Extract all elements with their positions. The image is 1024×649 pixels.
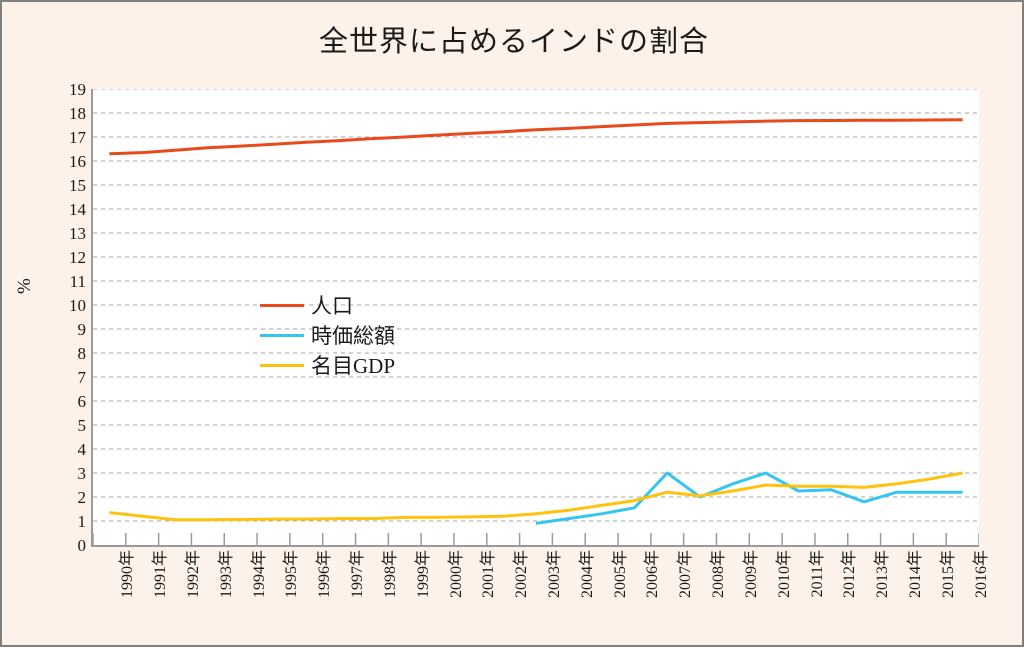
x-tick-label: 1995年 bbox=[283, 550, 301, 599]
x-tick-label: 2009年 bbox=[742, 550, 760, 599]
series-line bbox=[109, 118, 963, 156]
y-tick-label: 10 bbox=[69, 296, 86, 315]
x-tick-label: 1991年 bbox=[152, 550, 170, 599]
legend-color-swatch bbox=[260, 303, 304, 307]
x-tick-label: 2002年 bbox=[513, 550, 531, 599]
x-tick-label: 1997年 bbox=[349, 550, 367, 599]
y-tick-label: 17 bbox=[69, 128, 86, 147]
x-tick-label: 1994年 bbox=[250, 550, 268, 599]
x-tick-label: 2016年 bbox=[972, 550, 990, 599]
y-tick-label: 14 bbox=[69, 200, 86, 219]
y-tick-label: 6 bbox=[77, 392, 87, 411]
chart-title: 全世界に占めるインドの割合 bbox=[318, 26, 709, 58]
legend-item: 時価総額 bbox=[260, 320, 480, 350]
legend-item: 人口 bbox=[260, 290, 480, 320]
x-tick-label: 1998年 bbox=[381, 550, 399, 599]
x-tick-label: 1993年 bbox=[217, 550, 235, 599]
x-tick-label: 1999年 bbox=[414, 550, 432, 599]
legend-item: 名目GDP bbox=[260, 350, 480, 380]
x-tick-label: 2007年 bbox=[677, 550, 695, 599]
x-tick-label: 1996年 bbox=[316, 550, 334, 599]
x-tick-label: 2011年 bbox=[808, 550, 826, 598]
y-tick-label: 3 bbox=[77, 464, 87, 483]
y-tick-label: 7 bbox=[77, 368, 87, 387]
y-tick-label: 9 bbox=[77, 320, 87, 339]
x-tick-label: 2004年 bbox=[578, 550, 596, 599]
y-tick-label: 0 bbox=[77, 536, 87, 555]
legend-color-swatch bbox=[260, 333, 304, 337]
x-tick-label: 2015年 bbox=[939, 550, 957, 599]
legend-color-swatch bbox=[260, 363, 304, 367]
y-tick-label: 12 bbox=[69, 248, 86, 267]
y-tick-label: 4 bbox=[77, 440, 87, 459]
x-tick-label: 2010年 bbox=[775, 550, 793, 599]
x-tick-label: 2006年 bbox=[644, 550, 662, 599]
y-tick-label: 1 bbox=[77, 512, 87, 531]
x-tick-label: 2000年 bbox=[447, 550, 465, 599]
x-tick-label: 1992年 bbox=[185, 550, 203, 599]
y-tick-label: 19 bbox=[69, 80, 86, 99]
x-tick-label: 2003年 bbox=[546, 550, 563, 599]
y-tick-label: 13 bbox=[69, 224, 86, 243]
x-axis-tick-labels: 1990年 1991年 1992年 1993年 1994年 1995年 1996年 1997年… bbox=[91, 550, 989, 649]
series-line bbox=[535, 471, 963, 525]
x-tick-label: 2013年 bbox=[874, 550, 892, 599]
y-tick-label: 8 bbox=[77, 344, 87, 363]
legend-label: 人口 bbox=[311, 294, 353, 318]
y-tick-label: 15 bbox=[69, 176, 86, 195]
x-tick-label: 1990年 bbox=[119, 550, 137, 599]
chart-legend: 人口時価総額名目GDP bbox=[260, 290, 480, 380]
y-axis-tick-labels: 0 1 2 3 4 5 6 7 8 9 10 11 12 13 14 15 16 17 18 19 bbox=[22, 2, 86, 649]
x-tick-label: 2001年 bbox=[480, 550, 498, 599]
y-tick-label: 18 bbox=[69, 104, 86, 123]
legend-label: 名目GDP bbox=[311, 354, 396, 378]
x-tick-label: 2012年 bbox=[841, 550, 859, 599]
x-tick-label: 2005年 bbox=[611, 550, 629, 599]
x-tick-label: 2008年 bbox=[710, 550, 728, 599]
plot-area bbox=[91, 89, 979, 547]
y-tick-label: 11 bbox=[69, 272, 86, 291]
y-tick-label: 16 bbox=[69, 152, 86, 171]
legend-label: 時価総額 bbox=[311, 324, 395, 348]
series-line bbox=[109, 471, 963, 522]
y-tick-label: 2 bbox=[77, 488, 87, 507]
x-tick-label: 2014年 bbox=[906, 550, 924, 599]
chart-plot-svg bbox=[93, 89, 979, 545]
y-tick-label: 5 bbox=[77, 416, 87, 435]
